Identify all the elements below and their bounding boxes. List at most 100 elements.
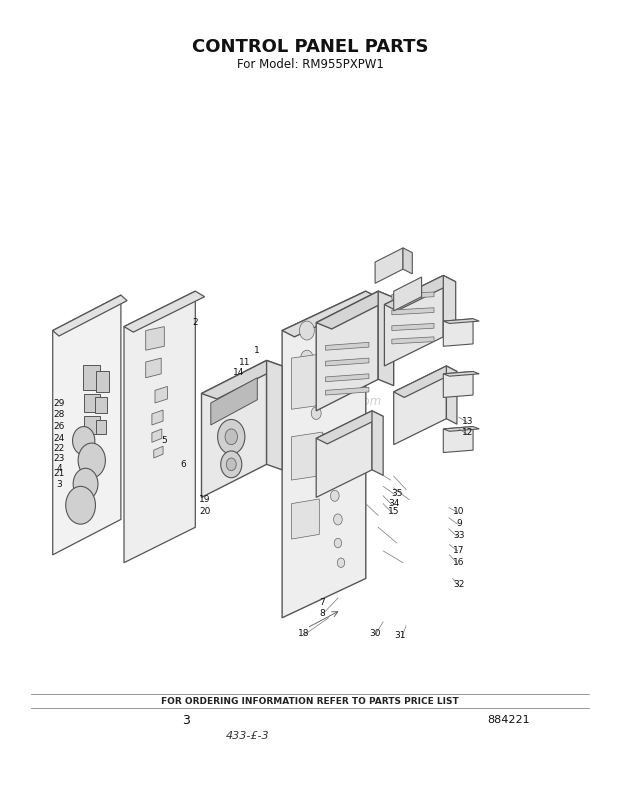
Polygon shape — [152, 429, 162, 442]
Text: 15: 15 — [388, 507, 399, 516]
Circle shape — [73, 468, 98, 500]
Polygon shape — [124, 291, 205, 332]
Polygon shape — [154, 446, 163, 458]
Text: 14: 14 — [233, 368, 244, 377]
Polygon shape — [316, 291, 378, 411]
Circle shape — [317, 434, 328, 448]
Circle shape — [66, 486, 95, 524]
Polygon shape — [375, 248, 403, 283]
Circle shape — [225, 429, 237, 445]
Polygon shape — [443, 371, 473, 397]
Text: 11: 11 — [239, 357, 250, 367]
Text: 3: 3 — [56, 479, 62, 489]
Text: 34: 34 — [388, 499, 399, 508]
Polygon shape — [152, 410, 163, 425]
Text: 31: 31 — [394, 631, 405, 641]
Polygon shape — [394, 366, 446, 445]
Circle shape — [311, 379, 322, 393]
Text: 28: 28 — [53, 410, 64, 419]
Text: For Model: RM955PXPW1: For Model: RM955PXPW1 — [237, 58, 383, 71]
Polygon shape — [378, 291, 394, 386]
Polygon shape — [291, 353, 326, 409]
Polygon shape — [316, 291, 394, 329]
Circle shape — [299, 321, 314, 340]
Text: 35: 35 — [391, 489, 402, 498]
Text: 17: 17 — [453, 546, 464, 556]
Polygon shape — [392, 323, 434, 331]
Polygon shape — [84, 416, 100, 434]
Polygon shape — [96, 371, 108, 392]
Text: 22: 22 — [53, 444, 64, 453]
Circle shape — [218, 419, 245, 454]
Text: 7: 7 — [319, 597, 326, 607]
Text: 33: 33 — [453, 530, 464, 540]
Polygon shape — [384, 275, 443, 366]
Text: 26: 26 — [53, 422, 64, 431]
Polygon shape — [316, 411, 372, 497]
Polygon shape — [316, 411, 383, 444]
Circle shape — [334, 514, 342, 525]
Polygon shape — [267, 360, 282, 470]
Polygon shape — [372, 411, 383, 475]
Polygon shape — [403, 248, 412, 274]
Text: 3: 3 — [182, 714, 190, 726]
Polygon shape — [146, 327, 164, 350]
Text: 30: 30 — [370, 629, 381, 638]
Polygon shape — [53, 295, 127, 336]
Polygon shape — [446, 366, 457, 424]
Polygon shape — [326, 387, 369, 395]
Polygon shape — [443, 319, 473, 346]
Polygon shape — [146, 358, 161, 378]
Text: 12: 12 — [463, 428, 474, 438]
Polygon shape — [291, 499, 319, 539]
Polygon shape — [155, 386, 167, 403]
Text: 20: 20 — [199, 507, 210, 516]
Text: 5: 5 — [161, 436, 167, 445]
Polygon shape — [392, 292, 434, 299]
Polygon shape — [202, 360, 282, 399]
Polygon shape — [443, 319, 479, 323]
Text: 2: 2 — [192, 318, 198, 327]
Polygon shape — [326, 342, 369, 350]
Circle shape — [78, 443, 105, 478]
Text: 6: 6 — [180, 460, 186, 469]
Text: 19: 19 — [199, 495, 210, 504]
Circle shape — [221, 451, 242, 478]
Polygon shape — [443, 275, 456, 342]
Polygon shape — [392, 337, 434, 344]
Polygon shape — [326, 374, 369, 382]
Polygon shape — [443, 371, 479, 376]
Polygon shape — [211, 378, 257, 425]
Text: 4: 4 — [56, 464, 62, 473]
Text: 1: 1 — [254, 345, 260, 355]
Text: 8: 8 — [319, 609, 326, 619]
Text: 16: 16 — [453, 558, 464, 567]
Text: 24: 24 — [53, 434, 64, 443]
Polygon shape — [95, 397, 107, 413]
Text: 21: 21 — [53, 469, 64, 478]
Text: 10: 10 — [453, 507, 464, 516]
Polygon shape — [394, 277, 422, 311]
Circle shape — [301, 350, 313, 366]
Polygon shape — [326, 358, 369, 366]
Text: CONTROL PANEL PARTS: CONTROL PANEL PARTS — [192, 39, 428, 56]
Circle shape — [334, 538, 342, 548]
Text: 13: 13 — [463, 416, 474, 426]
Polygon shape — [394, 366, 457, 397]
Text: 23: 23 — [53, 453, 64, 463]
Circle shape — [73, 427, 95, 455]
Circle shape — [311, 407, 321, 419]
Polygon shape — [202, 360, 267, 497]
Text: 433-£-3: 433-£-3 — [226, 731, 270, 741]
Polygon shape — [291, 432, 322, 480]
Polygon shape — [282, 291, 378, 337]
Circle shape — [324, 462, 334, 475]
Text: 9: 9 — [456, 519, 462, 528]
Polygon shape — [96, 420, 106, 434]
Circle shape — [226, 458, 236, 471]
Polygon shape — [384, 275, 456, 311]
Polygon shape — [83, 365, 100, 390]
Text: FOR ORDERING INFORMATION REFER TO PARTS PRICE LIST: FOR ORDERING INFORMATION REFER TO PARTS … — [161, 696, 459, 706]
Circle shape — [337, 558, 345, 567]
Polygon shape — [84, 394, 100, 412]
